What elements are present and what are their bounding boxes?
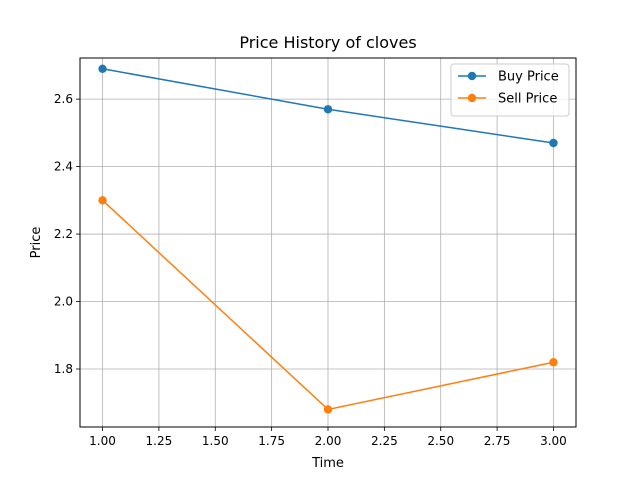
legend-swatch-marker-sell-price [467, 93, 477, 103]
x-tick-label: 1.25 [146, 434, 173, 448]
legend-label-buy-price: Buy Price [498, 70, 559, 85]
sell-price-point [98, 196, 107, 205]
sell-price-point [323, 405, 333, 414]
x-tick-label: 1.75 [258, 434, 285, 448]
chart-title: Price History of cloves [239, 33, 416, 52]
legend-label-sell-price: Sell Price [498, 92, 557, 107]
legend: Buy Price Sell Price [450, 63, 570, 117]
legend-swatch-marker-buy-price [467, 71, 477, 81]
y-tick-label: 1.8 [54, 362, 73, 376]
ticks: 1.00 1.25 1.50 1.75 2.00 2.25 2.50 2.75 3.00 1.8 2… [54, 92, 567, 448]
x-tick-label: 3.00 [540, 434, 567, 448]
buy-price-point [323, 105, 333, 114]
x-tick-label: 2.50 [427, 434, 454, 448]
buy-price-point [549, 138, 558, 148]
y-tick-label: 2.2 [54, 227, 73, 241]
x-axis-label: Time [311, 456, 344, 471]
x-tick-label: 2.75 [484, 434, 511, 448]
grid [80, 58, 576, 427]
series-layer [98, 64, 558, 414]
x-tick-label: 2.25 [371, 434, 398, 448]
y-axis-label: Price [29, 227, 44, 259]
y-tick-label: 2.4 [54, 160, 73, 174]
x-tick-label: 2.00 [315, 434, 342, 448]
x-tick-label: 1.00 [89, 434, 116, 448]
y-tick-label: 2.6 [54, 92, 73, 106]
y-tick-label: 2.0 [54, 295, 73, 309]
buy-price-point [98, 64, 107, 73]
x-tick-label: 1.50 [202, 434, 229, 448]
sell-price-point [549, 358, 558, 367]
legend-box [450, 63, 570, 117]
